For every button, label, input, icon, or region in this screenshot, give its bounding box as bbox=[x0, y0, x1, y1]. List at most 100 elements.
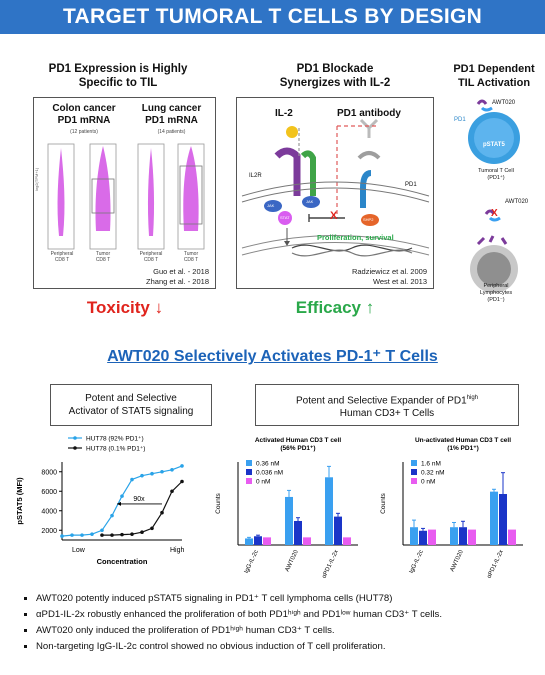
bullet-2: αPD1-IL-2x robustly enhanced the prolife… bbox=[36, 607, 542, 623]
data-point bbox=[150, 526, 154, 531]
shp2-blob bbox=[361, 214, 379, 226]
legend-label: 0.32 nM bbox=[421, 470, 445, 477]
category-label: AWT020 bbox=[450, 549, 465, 573]
bar bbox=[334, 516, 342, 545]
data-point bbox=[170, 489, 174, 494]
legend-swatch bbox=[411, 469, 417, 475]
pstat5-chart: 2000 4000 6000 8000 Low High Concentration pSTA… bbox=[15, 436, 185, 567]
bullet-3: AWT020 only induced the proliferation of… bbox=[36, 623, 542, 639]
data-point bbox=[150, 471, 154, 476]
data-point bbox=[170, 468, 174, 472]
awt020-molecule-1 bbox=[476, 99, 488, 105]
legend-label: 0.036 nM bbox=[256, 470, 283, 477]
panel2-title: PD1 Blockade Synergizes with IL-2 bbox=[260, 62, 410, 90]
bar bbox=[254, 536, 262, 545]
bar bbox=[419, 530, 427, 545]
bar bbox=[325, 477, 333, 545]
stat5-box: Potent and Selective Activator of STAT5 … bbox=[50, 384, 212, 426]
bullet-4: Non-targeting IgG-IL-2c control showed n… bbox=[36, 639, 542, 655]
jak2-label: JAK bbox=[306, 199, 314, 204]
legend-label: HUT78 (0.1% PD1⁺) bbox=[86, 446, 145, 453]
jak1-label: JAK bbox=[267, 203, 275, 208]
legend-label: 0 nM bbox=[421, 479, 435, 486]
tumoral-label-line1: Tumoral T Cell bbox=[478, 168, 514, 174]
stat5-box-line1: Potent and Selective bbox=[85, 393, 177, 404]
bar bbox=[459, 527, 467, 545]
panel1-figure: Colon cancer PD1 mRNA (12 patients) Lung… bbox=[33, 97, 216, 289]
data-point bbox=[160, 469, 164, 474]
periph-label-line1: Peripheral bbox=[483, 283, 509, 289]
y-axis-label: pSTAT5 (MFI) bbox=[15, 477, 24, 525]
data-point bbox=[110, 533, 114, 537]
legend-label: 0 nM bbox=[256, 479, 270, 486]
awt020-label-1: AWT020 bbox=[492, 100, 516, 106]
lung-note: (14 patients) bbox=[157, 129, 186, 135]
panel1-title-line1: PD1 Expression is Highly bbox=[48, 63, 188, 75]
data-point bbox=[80, 533, 84, 537]
panel3-title-line1: PD1 Dependent bbox=[453, 63, 535, 75]
data-point bbox=[100, 528, 104, 533]
toxicity-label: Toxicity ↓ bbox=[86, 298, 164, 317]
chart-title: Activated Human CD3 T cell bbox=[255, 437, 342, 444]
pd1-antibody-label: PD1 antibody bbox=[337, 108, 401, 119]
bar bbox=[468, 529, 476, 545]
colon-tumor-violin bbox=[89, 143, 117, 250]
colon-tumor-label: Tumor CD8 T bbox=[83, 251, 123, 263]
bar bbox=[499, 494, 507, 545]
bar bbox=[285, 496, 293, 545]
pstat5-label: pSTAT5 bbox=[483, 142, 505, 148]
data-point bbox=[130, 477, 134, 482]
il2-ligand bbox=[286, 126, 298, 138]
y-axis-label: Counts bbox=[380, 492, 387, 513]
series-line bbox=[61, 465, 183, 537]
il2r-receptor bbox=[274, 147, 301, 196]
category-label: AWT020 bbox=[285, 549, 300, 573]
stat5-box-line2: Activator of STAT5 signaling bbox=[68, 406, 194, 417]
chart-subtitle: (1% PD1⁺) bbox=[447, 445, 479, 452]
section-title: AWT020 Selectively Activates PD-1⁺ T Cel… bbox=[107, 348, 438, 365]
panel1-ref1: Guo et al. - 2018 bbox=[153, 267, 209, 276]
y-tick-label: 4000 bbox=[41, 508, 57, 515]
stat-blob bbox=[278, 211, 292, 225]
x-axis-label: Concentration bbox=[97, 557, 148, 566]
colon-peripheral-label-line2: CD8 T bbox=[54, 257, 70, 263]
panel2-refs: Radziewicz et al. 2009 West et al. 2013 bbox=[352, 267, 427, 287]
lung-peripheral-label: Peripheral CD8 T bbox=[131, 251, 171, 263]
category-label: αPD1-IL-2x bbox=[321, 549, 339, 579]
data-point bbox=[60, 534, 64, 538]
legend-marker bbox=[73, 446, 77, 450]
y-tick-label: 2000 bbox=[41, 528, 57, 535]
expander-box-line1-sup: high bbox=[466, 395, 478, 401]
legend-swatch bbox=[411, 478, 417, 484]
pd1-antibody-icon bbox=[359, 118, 379, 138]
legend-swatch bbox=[411, 460, 417, 466]
data-point bbox=[140, 473, 144, 478]
pd1-receptor-label: PD1 bbox=[405, 182, 417, 188]
legend-swatch bbox=[246, 478, 252, 484]
tumoral-t-cell-label: Tumoral T Cell (PD1⁺) bbox=[452, 168, 540, 182]
chart-subtitle: (56% PD1⁺) bbox=[280, 445, 315, 452]
data-point bbox=[120, 532, 124, 537]
pd1-ligand bbox=[357, 151, 381, 160]
periph-label-line3: (PD1⁻) bbox=[487, 297, 505, 303]
pd1-receptor bbox=[360, 170, 372, 208]
shift-annotation: 90x bbox=[133, 496, 145, 503]
violin-plots: log2(TPM+1) bbox=[34, 143, 205, 250]
bar bbox=[343, 537, 351, 545]
data-point bbox=[160, 510, 164, 515]
unactivated-cd3-chart: Un-activated Human CD3 T cell(1% PD1⁺) Co… bbox=[380, 437, 523, 579]
nucleus-inner bbox=[241, 242, 430, 256]
expander-box: Potent and Selective Expander of PD1high… bbox=[255, 384, 519, 426]
panel1-ref2: Zhang et al. - 2018 bbox=[146, 277, 209, 286]
data-point bbox=[180, 464, 184, 468]
panel3-title-line2: TIL Activation bbox=[457, 77, 531, 89]
lung-tumor-label-line1: Tumor bbox=[183, 251, 199, 257]
data-point bbox=[120, 494, 124, 498]
awt020-molecule-2 bbox=[484, 209, 496, 215]
legend-label: 0.36 nM bbox=[256, 461, 280, 468]
legend-swatch bbox=[246, 460, 252, 466]
legend-swatch bbox=[246, 469, 252, 475]
expander-box-line2: Human CD3+ T Cells bbox=[339, 408, 435, 420]
bar bbox=[428, 529, 436, 545]
activated-cd3-chart: Activated Human CD3 T cell(56% PD1⁺) Coun… bbox=[215, 437, 358, 579]
